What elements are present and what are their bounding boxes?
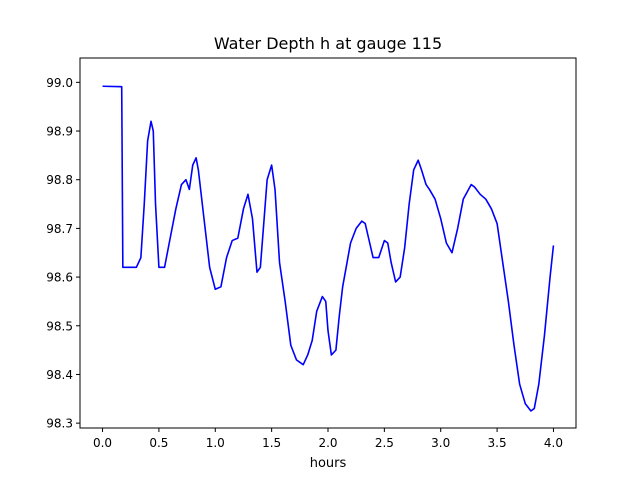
x-axis: 0.0 0.5 1.0 1.5 2.0 2.5 3.0 3.5 4.0 — [93, 428, 563, 450]
x-tick-label: 1.0 — [206, 436, 225, 450]
series-layer — [102, 85, 555, 412]
x-tick-label: 0.5 — [149, 436, 168, 450]
y-tick-label: 98.7 — [46, 222, 73, 236]
y-tick-label: 98.9 — [46, 125, 73, 139]
y-axis: 98.3 98.4 98.5 98.6 98.7 98.8 98.9 99.0 — [46, 76, 80, 431]
x-tick-label: 2.5 — [375, 436, 394, 450]
y-tick-label: 98.5 — [46, 319, 73, 333]
series-line-0 — [102, 85, 555, 412]
y-tick-label: 98.4 — [46, 368, 73, 382]
x-tick-label: 2.0 — [318, 436, 337, 450]
x-axis-label: hours — [310, 456, 347, 471]
chart-title: Water Depth h at gauge 115 — [214, 34, 442, 53]
y-tick-label: 98.8 — [46, 173, 73, 187]
y-tick-label: 99.0 — [46, 76, 73, 90]
x-tick-label: 1.5 — [262, 436, 281, 450]
x-tick-label: 3.0 — [431, 436, 450, 450]
y-tick-label: 98.3 — [46, 417, 73, 431]
y-tick-label: 98.6 — [46, 271, 73, 285]
x-tick-label: 3.5 — [488, 436, 507, 450]
x-tick-label: 0.0 — [93, 436, 112, 450]
x-tick-label: 4.0 — [544, 436, 563, 450]
